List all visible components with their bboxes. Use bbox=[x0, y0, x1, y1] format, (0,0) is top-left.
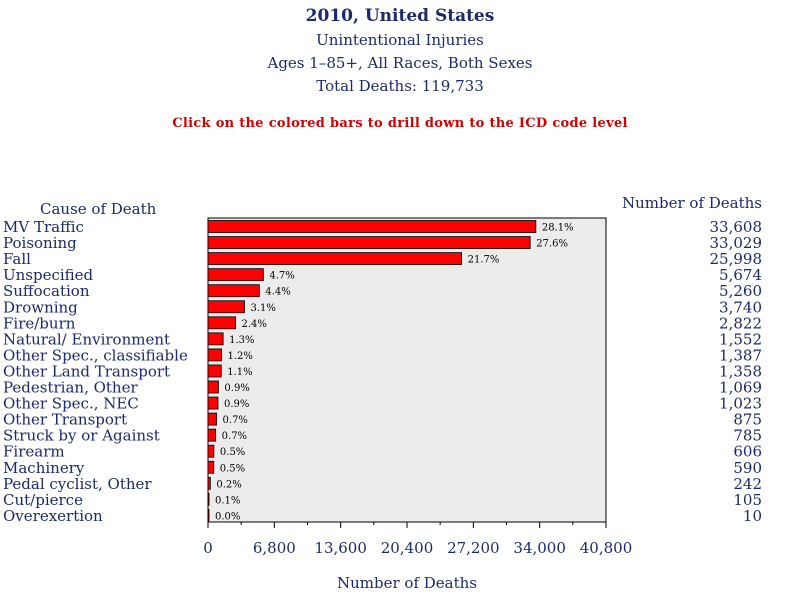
value-label-firearm: 606 bbox=[733, 443, 762, 461]
bar-struck-by-or-against[interactable] bbox=[207, 428, 217, 442]
percent-label-other-spec-nec: 0.9% bbox=[224, 399, 249, 410]
value-label-fire-burn: 2,822 bbox=[719, 314, 762, 332]
value-label-other-spec-nec: 1,023 bbox=[719, 395, 762, 413]
chart-subtitle: Unintentional Injuries bbox=[316, 31, 484, 49]
bar-drowning[interactable] bbox=[207, 300, 245, 314]
category-label-poisoning: Poisoning bbox=[3, 234, 77, 252]
percent-label-other-land-transport: 1.1% bbox=[227, 367, 252, 378]
population-description: Ages 1–85+, All Races, Both Sexes bbox=[267, 54, 533, 72]
bar-natural-environment[interactable] bbox=[207, 332, 224, 346]
category-label-firearm: Firearm bbox=[3, 443, 65, 461]
category-label-other-spec-nec: Other Spec., NEC bbox=[3, 395, 139, 413]
percent-label-drowning: 3.1% bbox=[250, 303, 275, 314]
percent-label-unspecified: 4.7% bbox=[269, 271, 294, 282]
category-label-pedal-cyclist-other: Pedal cyclist, Other bbox=[3, 475, 152, 493]
x-tick-label: 40,800 bbox=[580, 539, 633, 557]
x-tick-label: 13,600 bbox=[314, 539, 367, 557]
category-label-suffocation: Suffocation bbox=[3, 282, 90, 300]
category-label-other-spec-classifiable: Other Spec., classifiable bbox=[3, 346, 188, 364]
value-label-mv-traffic: 33,608 bbox=[710, 218, 763, 236]
value-label-cut-pierce: 105 bbox=[733, 491, 762, 509]
x-tick-label: 20,400 bbox=[381, 539, 434, 557]
category-label-overexertion: Overexertion bbox=[3, 507, 103, 525]
total-deaths: Total Deaths: 119,733 bbox=[316, 77, 484, 95]
value-label-other-transport: 875 bbox=[733, 411, 762, 429]
percent-label-natural-environment: 1.3% bbox=[229, 335, 254, 346]
value-label-poisoning: 33,029 bbox=[710, 234, 763, 252]
category-label-fall: Fall bbox=[3, 250, 31, 268]
category-label-mv-traffic: MV Traffic bbox=[3, 218, 84, 236]
value-label-natural-environment: 1,552 bbox=[719, 330, 762, 348]
percent-label-suffocation: 4.4% bbox=[265, 287, 290, 298]
category-header: Cause of Death bbox=[40, 200, 157, 218]
percent-label-cut-pierce: 0.1% bbox=[215, 495, 240, 506]
percent-label-poisoning: 27.6% bbox=[536, 239, 568, 250]
value-label-pedal-cyclist-other: 242 bbox=[733, 475, 762, 493]
x-axis-label: Number of Deaths bbox=[337, 574, 477, 592]
percent-label-firearm: 0.5% bbox=[220, 447, 245, 458]
bar-unspecified[interactable] bbox=[207, 268, 264, 282]
bar-firearm[interactable] bbox=[207, 444, 215, 458]
value-label-machinery: 590 bbox=[733, 459, 762, 477]
category-label-pedestrian-other: Pedestrian, Other bbox=[3, 379, 138, 397]
bar-cut-pierce[interactable] bbox=[207, 492, 210, 506]
value-label-suffocation: 5,260 bbox=[719, 282, 762, 300]
category-label-natural-environment: Natural/ Environment bbox=[3, 330, 170, 348]
value-label-drowning: 3,740 bbox=[719, 298, 762, 316]
value-label-other-land-transport: 1,358 bbox=[719, 362, 762, 380]
value-label-struck-by-or-against: 785 bbox=[733, 427, 762, 445]
bar-other-land-transport[interactable] bbox=[207, 364, 222, 378]
category-label-struck-by-or-against: Struck by or Against bbox=[3, 427, 160, 445]
value-label-other-spec-classifiable: 1,387 bbox=[719, 346, 762, 364]
bar-fall[interactable] bbox=[207, 252, 463, 266]
bar-suffocation[interactable] bbox=[207, 284, 260, 298]
category-label-other-transport: Other Transport bbox=[3, 411, 127, 429]
bar-poisoning[interactable] bbox=[207, 236, 531, 249]
percent-label-mv-traffic: 28.1% bbox=[542, 223, 574, 234]
category-label-drowning: Drowning bbox=[3, 298, 78, 316]
bar-pedestrian-other[interactable] bbox=[207, 380, 219, 394]
x-tick-label: 27,200 bbox=[447, 539, 500, 557]
bar-overexertion[interactable] bbox=[207, 508, 210, 522]
bar-machinery[interactable] bbox=[207, 460, 215, 474]
percent-label-machinery: 0.5% bbox=[220, 463, 245, 474]
percent-label-overexertion: 0.0% bbox=[215, 511, 240, 522]
bar-mv-traffic[interactable] bbox=[207, 220, 537, 233]
x-tick-label: 34,000 bbox=[513, 539, 566, 557]
percent-label-other-spec-classifiable: 1.2% bbox=[228, 351, 253, 362]
value-label-unspecified: 5,674 bbox=[719, 266, 762, 284]
drill-down-instruction: Click on the colored bars to drill down … bbox=[172, 116, 628, 131]
category-label-unspecified: Unspecified bbox=[3, 266, 94, 284]
bar-pedal-cyclist-other[interactable] bbox=[207, 476, 211, 490]
bar-other-spec-classifiable[interactable] bbox=[207, 348, 222, 362]
category-label-other-land-transport: Other Land Transport bbox=[3, 362, 170, 380]
category-label-cut-pierce: Cut/pierce bbox=[3, 491, 83, 509]
category-label-machinery: Machinery bbox=[3, 459, 85, 477]
percent-label-fire-burn: 2.4% bbox=[242, 319, 267, 330]
value-label-fall: 25,998 bbox=[710, 250, 763, 268]
percent-label-other-transport: 0.7% bbox=[223, 415, 248, 426]
chart-title: 2010, United States bbox=[305, 6, 495, 26]
percent-label-fall: 21.7% bbox=[468, 255, 500, 266]
percent-label-struck-by-or-against: 0.7% bbox=[222, 431, 247, 442]
percent-label-pedestrian-other: 0.9% bbox=[224, 383, 249, 394]
category-label-fire-burn: Fire/burn bbox=[3, 314, 76, 332]
x-tick-label: 0 bbox=[203, 539, 213, 557]
percent-label-pedal-cyclist-other: 0.2% bbox=[216, 479, 241, 490]
value-label-overexertion: 10 bbox=[743, 507, 762, 525]
value-header: Number of Deaths bbox=[622, 194, 762, 212]
value-label-pedestrian-other: 1,069 bbox=[719, 379, 762, 397]
bar-other-transport[interactable] bbox=[207, 412, 217, 426]
x-tick-label: 6,800 bbox=[253, 539, 296, 557]
bar-other-spec-nec[interactable] bbox=[207, 396, 219, 410]
bar-fire-burn[interactable] bbox=[207, 316, 236, 330]
